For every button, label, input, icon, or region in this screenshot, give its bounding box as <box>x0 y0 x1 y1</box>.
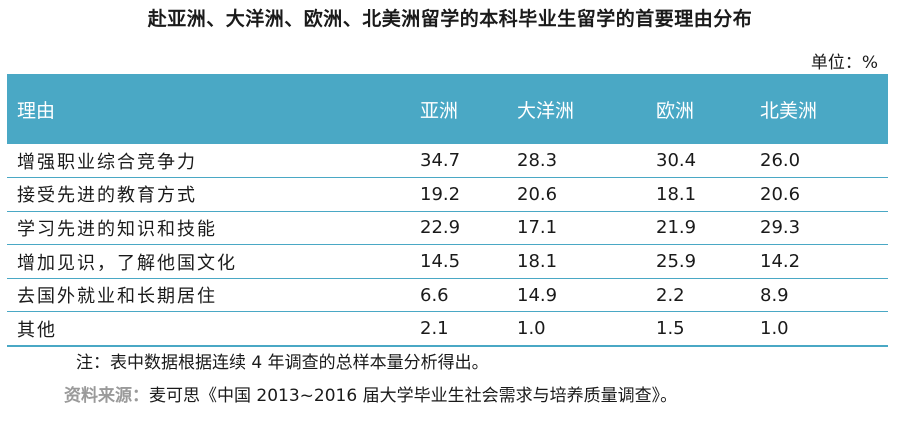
table-cell: 14.9 <box>507 278 646 313</box>
column-header: 理由 <box>17 99 56 122</box>
table-cell: 18.1 <box>646 177 750 212</box>
table-cell: 25.9 <box>646 244 750 279</box>
table-row: 学习先进的知识和技能 22.9 17.1 21.9 29.3 <box>7 211 888 246</box>
row-label: 其他 <box>7 311 410 347</box>
table-cell: 14.5 <box>410 244 507 279</box>
table-row: 增强职业综合竞争力 34.7 28.3 30.4 26.0 <box>7 144 888 179</box>
table-cell: 34.7 <box>410 144 507 179</box>
table-cell: 17.1 <box>507 211 646 246</box>
column-header: 北美洲 <box>760 99 818 122</box>
row-label: 接受先进的教育方式 <box>7 177 410 212</box>
table-cell: 28.3 <box>507 144 646 179</box>
table-cell: 29.3 <box>750 211 888 246</box>
column-header: 大洋洲 <box>517 99 575 122</box>
table-cell: 22.9 <box>410 211 507 246</box>
table-row: 接受先进的教育方式 19.2 20.6 18.1 20.6 <box>7 177 888 212</box>
row-label: 增加见识，了解他国文化 <box>7 244 410 279</box>
figure-title: 赴亚洲、大洋洲、欧洲、北美洲留学的本科毕业生留学的首要理由分布 <box>147 8 753 30</box>
header-row: 理由 亚洲 大洋洲 欧洲 北美洲 <box>7 74 888 144</box>
source-line: 资料来源：麦可思《中国 2013~2016 届大学毕业生社会需求与培养质量调查》… <box>64 381 677 406</box>
table-cell: 1.5 <box>646 311 750 347</box>
table-cell: 2.2 <box>646 278 750 313</box>
table-cell: 21.9 <box>646 211 750 246</box>
row-label: 增强职业综合竞争力 <box>7 144 410 179</box>
unit-label: 单位：% <box>810 53 878 73</box>
table-row: 其他 2.1 1.0 1.5 1.0 <box>7 311 888 347</box>
table-cell: 2.1 <box>410 311 507 347</box>
table-cell: 26.0 <box>750 144 888 179</box>
table-row: 增加见识，了解他国文化 14.5 18.1 25.9 14.2 <box>7 244 888 279</box>
table-cell: 20.6 <box>507 177 646 212</box>
column-header: 欧洲 <box>656 99 695 122</box>
table-cell: 30.4 <box>646 144 750 179</box>
table-cell: 1.0 <box>750 311 888 347</box>
footnote: 注：表中数据根据连续 4 年调查的总样本量分析得出。 <box>76 353 489 373</box>
table-cell: 6.6 <box>410 278 507 313</box>
column-header: 亚洲 <box>420 99 459 122</box>
data-table: 理由 亚洲 大洋洲 欧洲 北美洲 增强职业综合竞争力 34.7 28.3 30.… <box>7 74 888 347</box>
row-label: 去国外就业和长期居住 <box>7 278 410 313</box>
source-text: 麦可思《中国 2013~2016 届大学毕业生社会需求与培养质量调查》。 <box>149 386 678 406</box>
source-label: 资料来源： <box>64 386 149 406</box>
table-row: 去国外就业和长期居住 6.6 14.9 2.2 8.9 <box>7 278 888 313</box>
table-cell: 8.9 <box>750 278 888 313</box>
table-cell: 1.0 <box>507 311 646 347</box>
table-cell: 20.6 <box>750 177 888 212</box>
row-label: 学习先进的知识和技能 <box>7 211 410 246</box>
table-cell: 18.1 <box>507 244 646 279</box>
table-cell: 14.2 <box>750 244 888 279</box>
table-cell: 19.2 <box>410 177 507 212</box>
